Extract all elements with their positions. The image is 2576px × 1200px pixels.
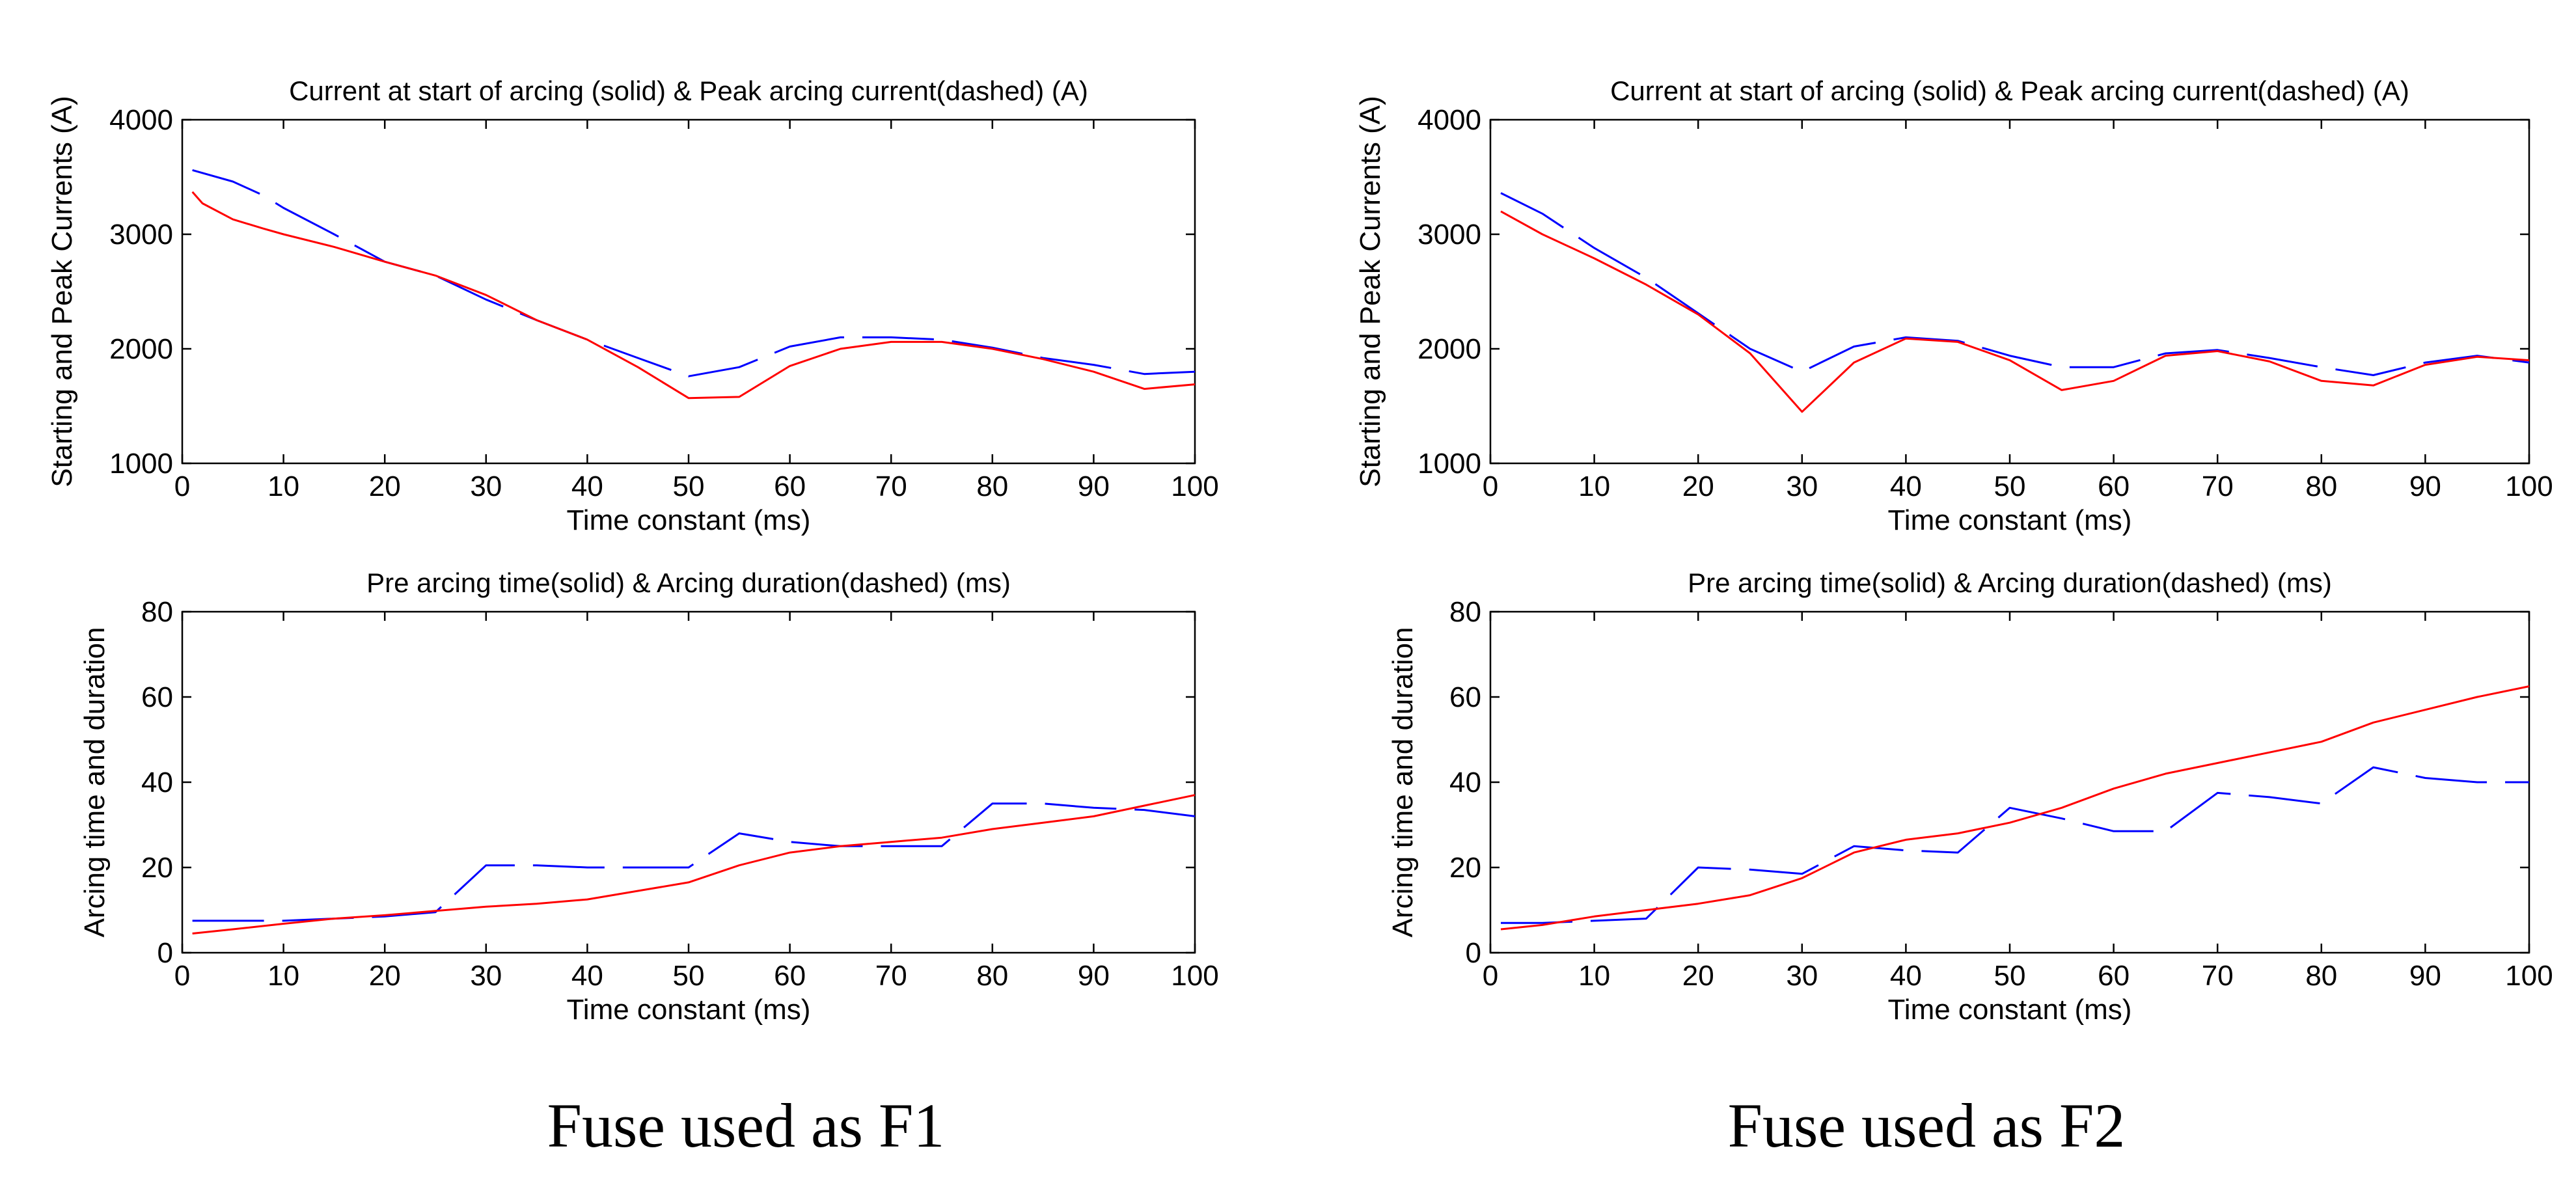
- x-tick-label: 50: [1994, 470, 2026, 502]
- x-tick-label: 20: [1682, 470, 1714, 502]
- y-tick-label: 3000: [109, 219, 173, 251]
- x-tick-label: 10: [267, 960, 299, 992]
- series-dashed-line: [192, 802, 1196, 922]
- x-tick-label: 30: [470, 470, 502, 502]
- x-tick-label: 20: [369, 960, 401, 992]
- x-tick-label: 90: [1078, 470, 1110, 502]
- x-tick-label: 50: [673, 470, 705, 502]
- plot-frame: [181, 118, 1196, 465]
- series-solid-line: [191, 191, 1196, 400]
- x-tick-label: 30: [1786, 960, 1818, 992]
- x-tick-label: 90: [2409, 960, 2441, 992]
- plot-frame: [181, 610, 1196, 954]
- x-tick-label: 50: [673, 960, 705, 992]
- y-tick-label: 80: [1449, 596, 1481, 628]
- x-tick-label: 100: [2505, 960, 2553, 992]
- y-tick-label: 60: [141, 681, 173, 713]
- x-tick-label: 40: [1890, 470, 1922, 502]
- x-axis-label: Time constant (ms): [567, 504, 811, 536]
- chart-f1-currents: Current at start of arcing (solid) & Pea…: [46, 75, 1219, 536]
- y-axis-label: Starting and Peak Currents (A): [1354, 96, 1386, 487]
- chart-title: Pre arcing time(solid) & Arcing duration…: [366, 567, 1011, 598]
- x-tick-label: 10: [1578, 470, 1610, 502]
- x-tick-label: 60: [774, 470, 806, 502]
- chart-title: Current at start of arcing (solid) & Pea…: [289, 75, 1088, 106]
- y-tick-label: 40: [1449, 767, 1481, 798]
- plot-frame: [1489, 610, 2530, 954]
- series-dashed-line: [1501, 766, 2529, 924]
- x-tick-label: 20: [1682, 960, 1714, 992]
- chart-f2-times: Pre arcing time(solid) & Arcing duration…: [1387, 567, 2553, 1026]
- y-tick-label: 20: [141, 852, 173, 884]
- x-tick-label: 50: [1994, 960, 2026, 992]
- y-tick-label: 4000: [1418, 104, 1481, 136]
- x-tick-label: 10: [267, 470, 299, 502]
- y-axis-label: Starting and Peak Currents (A): [46, 96, 78, 487]
- x-tick-label: 80: [2305, 960, 2337, 992]
- y-tick-label: 80: [141, 596, 173, 628]
- y-tick-label: 2000: [109, 333, 173, 365]
- x-tick-label: 40: [571, 960, 603, 992]
- x-tick-label: 70: [2202, 470, 2234, 502]
- x-tick-label: 0: [174, 470, 190, 502]
- plot-frame: [1489, 118, 2530, 465]
- x-tick-label: 60: [774, 960, 806, 992]
- x-tick-label: 30: [1786, 470, 1818, 502]
- x-tick-label: 80: [2305, 470, 2337, 502]
- y-tick-label: 1000: [1418, 448, 1481, 480]
- caption-f1: Fuse used as F1: [547, 1091, 945, 1160]
- x-tick-label: 80: [976, 960, 1008, 992]
- x-tick-label: 60: [2098, 960, 2130, 992]
- y-tick-label: 60: [1449, 681, 1481, 713]
- x-tick-label: 90: [2409, 470, 2441, 502]
- x-tick-label: 70: [2202, 960, 2234, 992]
- x-tick-label: 70: [875, 960, 907, 992]
- series-solid-line: [1500, 210, 2530, 413]
- x-tick-label: 40: [571, 470, 603, 502]
- y-tick-label: 1000: [109, 448, 173, 480]
- y-tick-label: 0: [1466, 937, 1481, 969]
- series-dashed-line: [1500, 192, 2530, 376]
- x-tick-label: 90: [1078, 960, 1110, 992]
- y-tick-label: 20: [1449, 852, 1481, 884]
- x-tick-label: 0: [1483, 470, 1498, 502]
- y-axis-label: Arcing time and duration: [1387, 627, 1419, 938]
- x-axis-label: Time constant (ms): [1888, 504, 2132, 536]
- caption-f2: Fuse used as F2: [1728, 1091, 2126, 1160]
- y-tick-label: 0: [158, 937, 173, 969]
- x-axis-label: Time constant (ms): [567, 994, 811, 1026]
- x-tick-label: 100: [1171, 960, 1218, 992]
- x-tick-label: 10: [1578, 960, 1610, 992]
- x-tick-label: 40: [1890, 960, 1922, 992]
- y-tick-label: 4000: [109, 104, 173, 136]
- x-tick-label: 70: [875, 470, 907, 502]
- x-tick-label: 0: [1483, 960, 1498, 992]
- chart-title: Pre arcing time(solid) & Arcing duration…: [1688, 567, 2332, 598]
- x-tick-label: 100: [1171, 470, 1218, 502]
- y-axis-label: Arcing time and duration: [79, 627, 111, 938]
- x-tick-label: 100: [2505, 470, 2553, 502]
- y-tick-label: 2000: [1418, 333, 1481, 365]
- series-dashed-line: [192, 169, 1196, 377]
- chart-f1-times: Pre arcing time(solid) & Arcing duration…: [79, 567, 1219, 1026]
- x-tick-label: 20: [369, 470, 401, 502]
- chart-title: Current at start of arcing (solid) & Pea…: [1610, 75, 2409, 106]
- x-tick-label: 60: [2098, 470, 2130, 502]
- x-axis-label: Time constant (ms): [1888, 994, 2132, 1026]
- y-tick-label: 40: [141, 767, 173, 798]
- series-solid-line: [192, 794, 1196, 934]
- series-solid-line: [1500, 685, 2530, 931]
- x-tick-label: 30: [470, 960, 502, 992]
- x-tick-label: 80: [976, 470, 1008, 502]
- x-tick-label: 0: [174, 960, 190, 992]
- chart-f2-currents: Current at start of arcing (solid) & Pea…: [1354, 75, 2553, 536]
- y-tick-label: 3000: [1418, 219, 1481, 251]
